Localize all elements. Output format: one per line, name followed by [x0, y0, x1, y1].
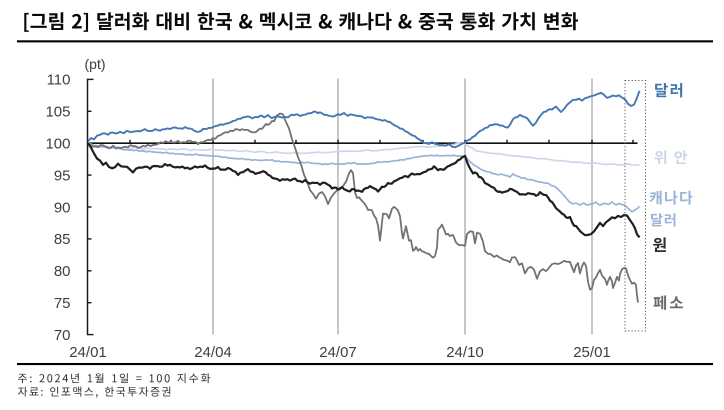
- svg-text:105: 105: [45, 104, 70, 121]
- svg-text:110: 110: [47, 72, 71, 89]
- svg-text:70: 70: [54, 327, 71, 344]
- svg-text:75: 75: [54, 295, 71, 312]
- svg-text:25/01: 25/01: [573, 344, 611, 361]
- svg-text:80: 80: [54, 263, 71, 280]
- svg-text:95: 95: [54, 167, 71, 184]
- svg-text:90: 90: [54, 199, 71, 216]
- svg-text:24/10: 24/10: [446, 344, 484, 361]
- svg-text:(pt): (pt): [85, 56, 106, 72]
- svg-text:24/07: 24/07: [319, 344, 357, 361]
- svg-text:85: 85: [54, 231, 71, 248]
- svg-text:24/01: 24/01: [69, 344, 107, 361]
- svg-text:24/04: 24/04: [194, 344, 232, 361]
- svg-text:100: 100: [45, 136, 70, 153]
